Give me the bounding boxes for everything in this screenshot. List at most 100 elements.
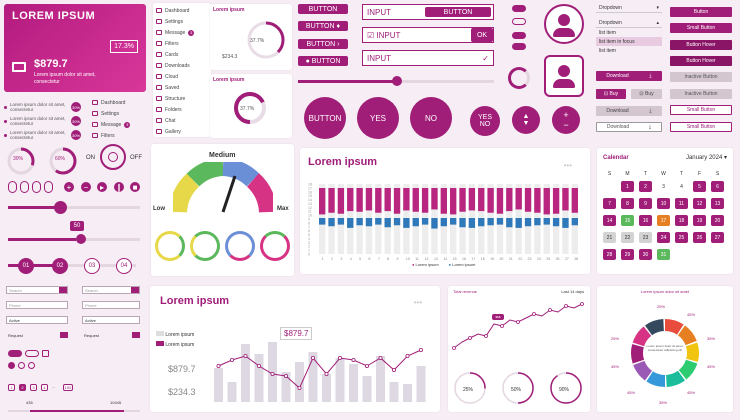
menu-item-folders[interactable]: Folders: [156, 104, 208, 115]
page-100[interactable]: 100: [63, 384, 73, 391]
menu-item-gallery[interactable]: Gallery: [156, 126, 208, 137]
phone-input[interactable]: Phone: [82, 301, 140, 309]
chevron-down-icon[interactable]: ▼: [522, 120, 530, 127]
toggle-switch[interactable]: [25, 350, 39, 357]
calendar-day[interactable]: 18: [675, 215, 688, 226]
pause-icon[interactable]: ∥: [114, 182, 124, 192]
plus-icon[interactable]: +: [563, 110, 569, 120]
buy-button[interactable]: ⊡ Buy: [596, 89, 626, 99]
round-button[interactable]: BUTTON: [304, 97, 346, 139]
calendar-day[interactable]: 11: [675, 198, 688, 209]
slider-track[interactable]: [8, 234, 140, 244]
yes-no-toggle[interactable]: YES NO: [470, 106, 500, 136]
calendar-day[interactable]: 12: [693, 198, 706, 209]
dropdown-closed[interactable]: Dropdown ▾: [596, 4, 662, 13]
chevron-up-icon[interactable]: ▲: [522, 113, 530, 120]
toggle-switch[interactable]: [512, 18, 526, 25]
download-button-outline[interactable]: Download ⤓: [596, 122, 662, 132]
avatar[interactable]: [544, 4, 584, 44]
calendar-day[interactable]: 8: [621, 198, 634, 209]
calendar-day[interactable]: 5: [693, 181, 706, 192]
small-button-outline[interactable]: Small Button: [670, 122, 732, 132]
calendar-day[interactable]: 27: [711, 232, 724, 243]
capsule-checkbox[interactable]: [44, 181, 53, 193]
dropdown-option[interactable]: list item: [599, 29, 616, 36]
month-selector[interactable]: January 2024 ▾: [686, 154, 727, 161]
calendar-day[interactable]: 2: [639, 181, 652, 192]
active-input[interactable]: Active: [82, 316, 140, 324]
search-input[interactable]: Search: [82, 286, 140, 294]
button-hover[interactable]: Button Hover: [670, 56, 732, 66]
more-icon[interactable]: •••: [563, 161, 572, 170]
menu-item-cards[interactable]: Cards: [156, 49, 208, 60]
more-icon[interactable]: •••: [413, 298, 422, 307]
range-slider[interactable]: [8, 410, 140, 412]
input-with-button[interactable]: INPUT BUTTON: [362, 4, 494, 20]
active-input[interactable]: Active: [6, 316, 68, 324]
calendar-day[interactable]: 19: [693, 215, 706, 226]
calendar-day[interactable]: 17: [657, 215, 670, 226]
capsule-checkbox[interactable]: [8, 181, 17, 193]
menu-item-message[interactable]: Message 3: [92, 119, 150, 130]
input-button[interactable]: BUTTON: [425, 7, 491, 17]
calendar-day[interactable]: 26: [693, 232, 706, 243]
menu-item-dashboard[interactable]: Dashboard: [92, 97, 150, 108]
calendar-day[interactable]: 1: [621, 181, 634, 192]
menu-item-dashboard[interactable]: Dashboard: [156, 5, 208, 16]
calendar-day[interactable]: 4: [680, 183, 683, 190]
menu-item-chat[interactable]: Chat: [156, 115, 208, 126]
radio-button[interactable]: [18, 362, 25, 369]
search-icon[interactable]: [131, 287, 139, 293]
step-4[interactable]: 04: [116, 258, 132, 274]
ok-button[interactable]: OK: [471, 28, 493, 42]
slider-handle[interactable]: [54, 201, 67, 214]
yes-button[interactable]: YES: [357, 97, 399, 139]
button-with-arrow[interactable]: BUTTON ›: [298, 39, 348, 49]
calendar-day[interactable]: 7: [603, 198, 616, 209]
calendar-day[interactable]: 6: [711, 181, 724, 192]
radio-button[interactable]: [28, 362, 35, 369]
up-down-stepper[interactable]: ▲ ▼: [512, 106, 540, 134]
calendar-day[interactable]: 30: [639, 249, 652, 260]
calendar-day[interactable]: 28: [603, 249, 616, 260]
menu-item-saved[interactable]: Saved: [156, 82, 208, 93]
calendar-day[interactable]: 3: [662, 183, 665, 190]
calendar-day[interactable]: 14: [603, 215, 616, 226]
list-item[interactable]: Lorem ipsum dolor sit amet, consectetur …: [4, 100, 86, 114]
button-hover[interactable]: Button Hover: [670, 40, 732, 50]
menu-item-filters[interactable]: Filters: [92, 130, 150, 141]
slider-track[interactable]: [298, 76, 494, 86]
calendar-day[interactable]: 29: [621, 249, 634, 260]
dropdown-open[interactable]: Dropdown ▴: [596, 19, 662, 28]
dropdown-option-focused[interactable]: list item in focus: [596, 37, 662, 46]
slider-handle[interactable]: [76, 234, 86, 244]
stop-icon[interactable]: ■: [130, 182, 140, 192]
menu-item-downloads[interactable]: Downloads: [156, 60, 208, 71]
slider-handle[interactable]: [392, 76, 402, 86]
calendar-day[interactable]: 22: [621, 232, 634, 243]
calendar-day[interactable]: 16: [639, 215, 652, 226]
checkbox-icon[interactable]: ☑: [367, 30, 375, 40]
calendar-day[interactable]: 24: [657, 232, 670, 243]
calendar-day[interactable]: 13: [711, 198, 724, 209]
play-icon[interactable]: ▸: [97, 182, 107, 192]
page-4[interactable]: 4: [41, 384, 48, 391]
page-2[interactable]: 2: [19, 384, 26, 391]
menu-item-settings[interactable]: Settings: [156, 16, 208, 27]
step-1[interactable]: 01: [18, 258, 34, 274]
menu-item-structure[interactable]: Structure: [156, 93, 208, 104]
search-icon[interactable]: [59, 287, 67, 293]
search-input[interactable]: Search: [6, 286, 68, 294]
knob-toggle[interactable]: [100, 144, 126, 170]
download-button[interactable]: Download ⤓: [596, 71, 662, 81]
toggle-switch[interactable]: [512, 32, 526, 39]
capsule-checkbox[interactable]: [32, 181, 41, 193]
list-item[interactable]: Lorem ipsum dolor sit amet, consectetur …: [4, 128, 86, 142]
menu-item-settings[interactable]: Settings: [92, 108, 150, 119]
calendar-day[interactable]: 21: [603, 232, 616, 243]
search-icon[interactable]: [60, 332, 68, 338]
step-3[interactable]: 03: [84, 258, 100, 274]
calendar-day[interactable]: 25: [675, 232, 688, 243]
calendar-day[interactable]: 10: [657, 198, 670, 209]
page-1[interactable]: 1: [8, 384, 15, 391]
